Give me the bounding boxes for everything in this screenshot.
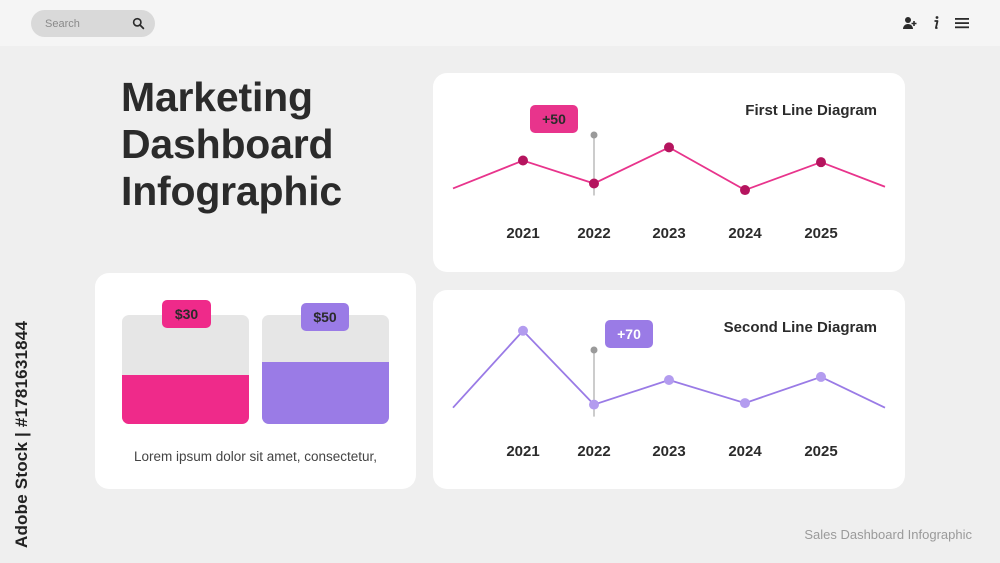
- info-icon[interactable]: [928, 15, 944, 31]
- data-point: [664, 375, 674, 385]
- search-input[interactable]: [45, 16, 125, 31]
- title-line-2: Dashboard: [121, 121, 334, 167]
- x-tick-label: 2021: [506, 225, 539, 242]
- data-point: [589, 399, 599, 410]
- title-line-3: Infographic: [121, 168, 343, 214]
- search-icon[interactable]: [132, 17, 145, 30]
- data-point: [589, 178, 599, 189]
- highlight-badge-label: +70: [617, 326, 641, 342]
- bar-value-badge-1: $30: [162, 300, 211, 328]
- highlight-guide-dot: [590, 131, 598, 139]
- bar-container-1: [122, 315, 249, 424]
- chart-title-2: Second Line Diagram: [723, 319, 877, 336]
- data-point: [740, 398, 750, 409]
- series-line: [452, 146, 886, 192]
- menu-icon[interactable]: [954, 15, 970, 31]
- page-title: Marketing Dashboard Infographic: [121, 74, 342, 215]
- x-tick-label: 2024: [728, 225, 762, 242]
- footer-caption: Sales Dashboard Infographic: [804, 527, 972, 542]
- data-point: [740, 185, 750, 196]
- data-point: [664, 142, 674, 153]
- bar-fill-2: [262, 361, 389, 424]
- line-chart-card-2: Second Line Diagram 2021 2022 2023 2024 2025…: [433, 290, 905, 489]
- bars-caption: Lorem ipsum dolor sit amet, consectetur,: [133, 449, 378, 464]
- x-tick-label: 2025: [804, 443, 837, 460]
- highlight-guide-dot: [590, 346, 598, 354]
- line-chart-card-1: First Line Diagram 2021 2022 2023 2024 2025 +…: [433, 73, 905, 272]
- line-chart-1: 2021 2022 2023 2024 2025 +50: [452, 105, 886, 242]
- search-box[interactable]: [31, 10, 155, 37]
- line-chart-2: 2021 2022 2023 2024 2025 +70: [452, 320, 886, 460]
- highlight-badge: [530, 105, 578, 133]
- x-tick-label: 2022: [577, 443, 610, 460]
- top-icons: [902, 15, 970, 31]
- chart-title-1: First Line Diagram: [745, 102, 877, 119]
- data-point: [518, 325, 528, 336]
- x-tick-label: 2021: [506, 443, 539, 460]
- bar-fill-1: [122, 374, 249, 424]
- title-line-1: Marketing: [121, 74, 313, 120]
- highlight-badge: [605, 320, 653, 348]
- x-tick-label: 2022: [577, 225, 610, 242]
- bar-value-badge-2: $50: [301, 303, 349, 331]
- add-user-icon[interactable]: [902, 15, 918, 31]
- top-bar: [0, 0, 1000, 46]
- data-point: [518, 155, 528, 166]
- series-line: [452, 329, 886, 409]
- data-point: [816, 157, 826, 168]
- data-point: [816, 371, 826, 382]
- bars-card: $30 $50 Lorem ipsum dolor sit amet, cons…: [95, 273, 416, 489]
- x-tick-label: 2025: [804, 225, 837, 242]
- bar-container-2: [262, 315, 389, 424]
- highlight-badge-label: +50: [542, 111, 566, 127]
- x-tick-label: 2023: [652, 443, 685, 460]
- x-tick-label: 2023: [652, 225, 685, 242]
- x-tick-label: 2024: [728, 443, 762, 460]
- stock-watermark: Adobe Stock | #1781631844: [12, 320, 31, 548]
